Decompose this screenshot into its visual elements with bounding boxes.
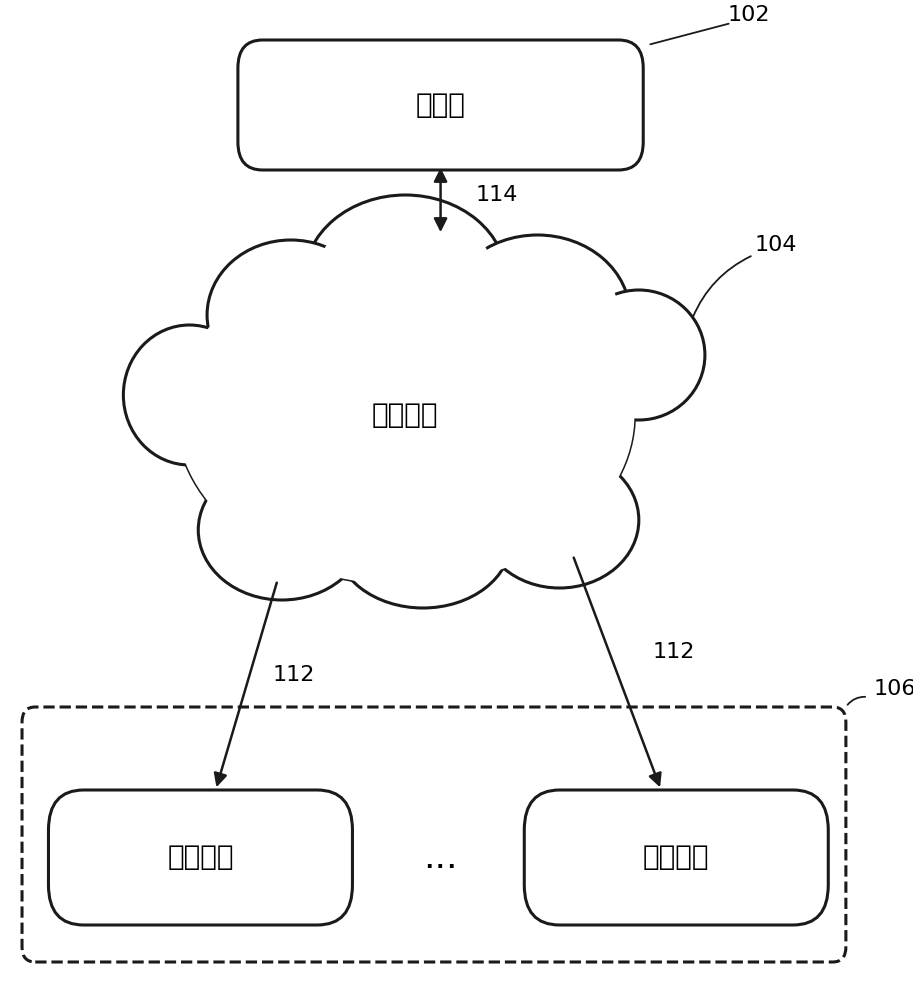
- Ellipse shape: [445, 235, 630, 395]
- Ellipse shape: [208, 468, 356, 592]
- Ellipse shape: [176, 245, 635, 585]
- Ellipse shape: [304, 195, 507, 365]
- Text: 112: 112: [273, 665, 315, 685]
- Text: 服务器: 服务器: [415, 91, 466, 119]
- Text: ...: ...: [424, 840, 457, 874]
- Ellipse shape: [316, 205, 495, 355]
- Text: 114: 114: [476, 185, 519, 205]
- Ellipse shape: [581, 298, 697, 412]
- Text: 104: 104: [754, 235, 797, 255]
- Ellipse shape: [198, 460, 366, 600]
- Ellipse shape: [131, 333, 247, 457]
- Text: 用户设备: 用户设备: [643, 843, 709, 871]
- Ellipse shape: [207, 240, 374, 390]
- Ellipse shape: [335, 472, 511, 608]
- Text: 通信网络: 通信网络: [373, 401, 438, 429]
- Ellipse shape: [345, 480, 500, 600]
- Text: 112: 112: [652, 642, 695, 662]
- Ellipse shape: [456, 245, 619, 385]
- Text: 用户设备: 用户设备: [167, 843, 234, 871]
- FancyBboxPatch shape: [524, 790, 828, 925]
- Ellipse shape: [123, 325, 256, 465]
- Text: 102: 102: [728, 5, 771, 25]
- FancyBboxPatch shape: [238, 40, 644, 170]
- Ellipse shape: [204, 265, 607, 565]
- Ellipse shape: [480, 452, 639, 588]
- Ellipse shape: [176, 245, 635, 585]
- FancyBboxPatch shape: [48, 790, 352, 925]
- Text: 106: 106: [873, 679, 913, 699]
- Ellipse shape: [489, 460, 629, 580]
- Ellipse shape: [572, 290, 705, 420]
- Ellipse shape: [217, 249, 364, 381]
